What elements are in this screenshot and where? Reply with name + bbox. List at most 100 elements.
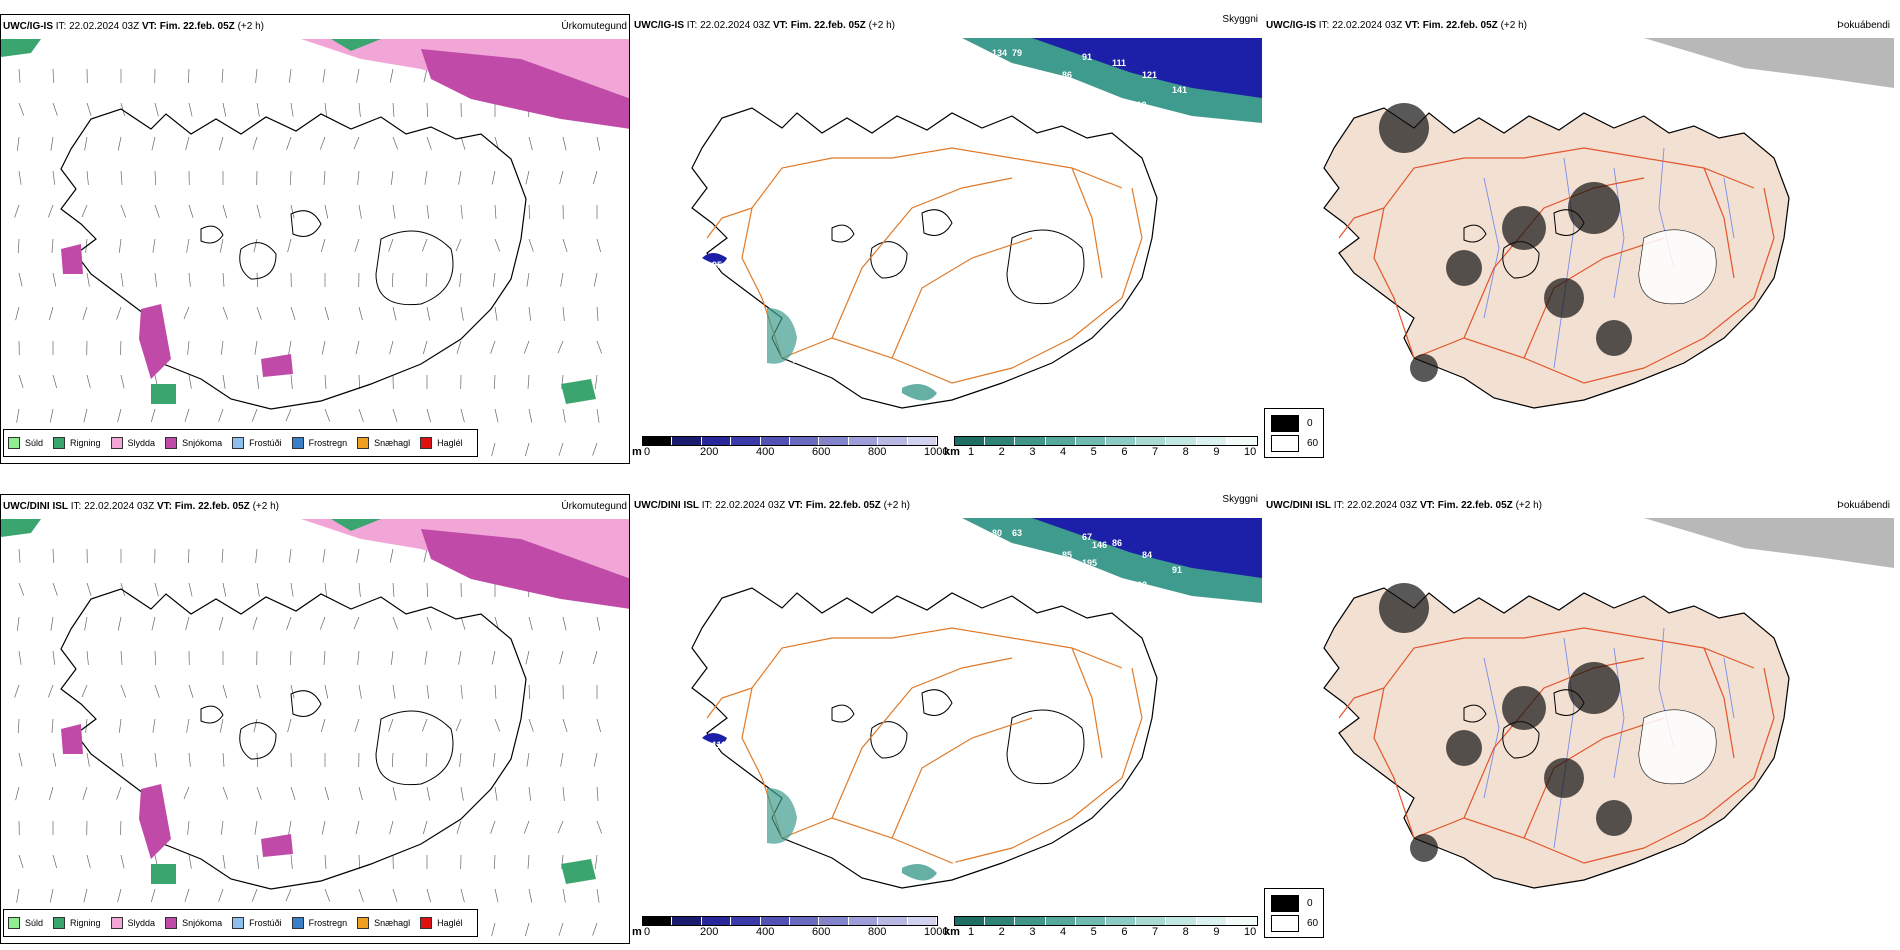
visibility-value-label: 80 (992, 528, 1002, 538)
colorbar-tick: 9 (1213, 446, 1220, 458)
colorbar-tick: 2 (998, 446, 1005, 458)
colorbar-tick: 800 (868, 446, 887, 458)
panel-title: Úrkomutegund (561, 501, 627, 512)
colorbar-tick: 5 (1090, 446, 1097, 458)
panel-title: Þokuábendi (1837, 500, 1890, 511)
low-cloud-area (1032, 38, 1262, 98)
visibility-value-label: 91 (1172, 565, 1182, 575)
colorbar-tick: 600 (812, 446, 831, 458)
fog-legend-low: 0 (1307, 418, 1313, 429)
precip-legend-item: Súld (8, 917, 43, 929)
low-cloud-area (702, 733, 727, 744)
rain-area (151, 384, 176, 404)
colorbar-strip (954, 436, 1258, 446)
cloudbase-colorbar: m 0 200 400 600 800 1000 (632, 916, 948, 940)
wind-barbs (14, 68, 603, 458)
visibility-value-label: 121 (1142, 70, 1157, 80)
wind-barbs (14, 548, 603, 938)
snow-area (139, 304, 171, 379)
iceland-outline (1323, 107, 1790, 409)
precip-legend-item: Haglél (420, 437, 463, 449)
colorbar-strip (642, 436, 938, 446)
fog-legend-low: 0 (1307, 898, 1313, 909)
fog-area (1644, 38, 1894, 88)
fog-map (1323, 518, 1894, 889)
iceland-outline (1323, 587, 1790, 889)
visibility-value-label: 116 (902, 900, 917, 910)
snow-area (421, 529, 629, 609)
legend-swatch (420, 437, 433, 449)
fog-index-panel-igis: UWC/IG-IS IT: 22.02.2024 03Z VT: Fim. 22… (1264, 14, 1894, 464)
low-visibility-area (767, 308, 797, 364)
iceland-outline (60, 108, 527, 410)
snow-area (421, 49, 629, 129)
colorbar-tick: 600 (812, 926, 831, 938)
fog-legend: 0 60 (1264, 888, 1324, 938)
rain-area (1, 519, 41, 537)
glacier-outlines (200, 690, 454, 786)
fog-area (1410, 354, 1438, 382)
legend-label: Frostúði (249, 438, 282, 448)
colorbar-unit: km (944, 446, 960, 458)
legend-swatch (291, 437, 304, 449)
panel-title: Skyggni (1222, 14, 1258, 25)
legend-swatch (8, 437, 20, 449)
visibility-value-label: 95 (712, 260, 722, 270)
legend-label: Haglél (437, 918, 463, 928)
visibility-value-label: 104 (1042, 560, 1057, 570)
panel-header: UWC/DINI ISL IT: 22.02.2024 03Z VT: Fim.… (632, 494, 1262, 518)
visibility-value-label: 79 (1012, 48, 1022, 58)
colorbar-unit: m (632, 926, 642, 938)
colorbar-tick: 7 (1152, 926, 1159, 938)
colorbar-tick: 7 (1152, 446, 1159, 458)
rain-area (331, 519, 381, 531)
visibility-value-label: 84 (1142, 550, 1152, 560)
legend-swatch (232, 917, 245, 929)
colorbar-tick: 0 (644, 926, 651, 938)
legend-label: Snæhagl (374, 438, 411, 448)
visibility-value-label: 91 (1082, 52, 1092, 62)
fog-area (1568, 182, 1620, 234)
rain-area (561, 859, 596, 884)
glacier-clear-area (1639, 230, 1716, 304)
legend-label: Frostregn (308, 918, 348, 928)
rain-area (1, 39, 41, 57)
colorbar-tick: 8 (1182, 926, 1189, 938)
fog-area (1502, 206, 1546, 250)
colorbar-tick: 4 (1060, 446, 1067, 458)
colorbar-strip (954, 916, 1258, 926)
road-network (1338, 147, 1775, 384)
legend-label: Súld (25, 438, 44, 448)
precip-legend-item: Rigning (53, 437, 101, 449)
road-network (706, 627, 1143, 864)
rain-area (331, 39, 381, 51)
precip-map (1, 39, 629, 458)
legend-label: Haglél (437, 438, 463, 448)
snow-area (261, 834, 293, 857)
panel-title: Þokuábendi (1837, 20, 1890, 31)
legend-label: Frostregn (308, 438, 348, 448)
precip-legend-item: Haglél (420, 917, 463, 929)
visibility-value-label: 141 (1172, 85, 1187, 95)
visibility-value-label: 146 (1092, 540, 1107, 550)
visibility-value-label: 66 (932, 895, 942, 905)
colorbar-tick: 5 (1090, 926, 1097, 938)
legend-swatch (420, 917, 433, 929)
precip-legend: Súld Rigning Slydda Snjókoma Frostúði Frostre… (3, 909, 478, 937)
colorbar-tick: 6 (1121, 446, 1128, 458)
legend-swatch (357, 917, 370, 929)
glacier-clear-area (1639, 710, 1716, 784)
visibility-value-label: 130 (1047, 78, 1062, 88)
precip-legend: Súld Rigning Slydda Snjókoma Frostúði Frostre… (3, 429, 478, 457)
iceland-outline (691, 107, 1158, 409)
fog-area (1596, 320, 1632, 356)
road-network (706, 147, 1143, 384)
precip-legend-item: Slydda (110, 437, 156, 449)
colorbar-tick: 9 (1213, 926, 1220, 938)
precip-legend-item: Frostúði (232, 917, 282, 929)
legend-swatch (357, 437, 370, 449)
colorbar-tick: 3 (1029, 926, 1036, 938)
legend-label: Slydda (127, 438, 156, 448)
visibility-panel-dini: UWC/DINI ISL IT: 22.02.2024 03Z VT: Fim.… (632, 494, 1262, 944)
colorbar-unit: m (632, 446, 642, 458)
